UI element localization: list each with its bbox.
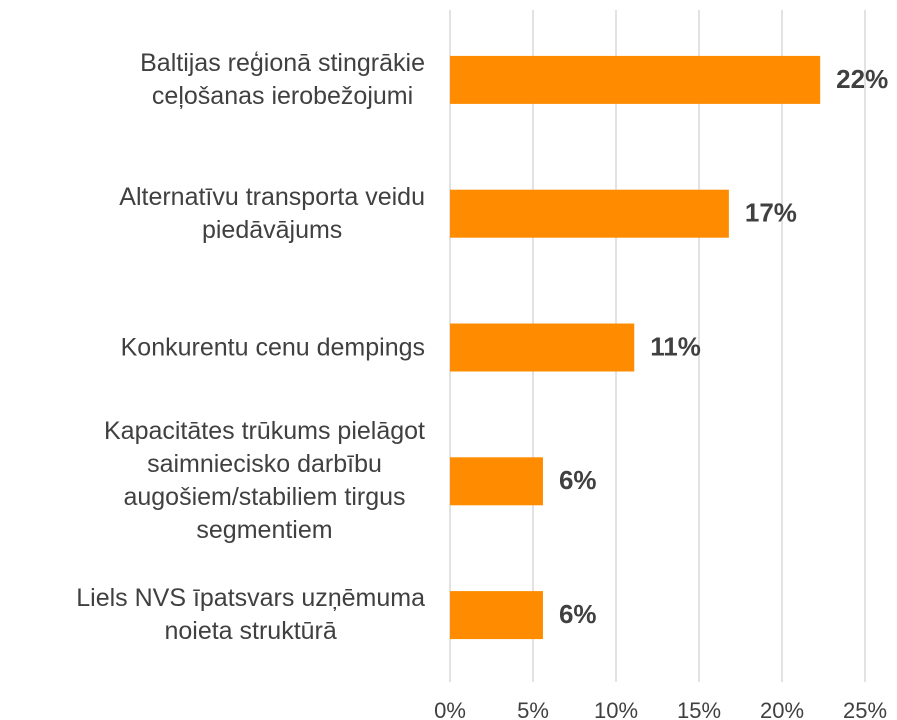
x-tick-label: 25% (843, 698, 887, 720)
category-line: Konkurentu cenu dempings (120, 333, 425, 361)
category-line: Alternatīvu transporta veidu (119, 182, 425, 211)
bar (450, 55, 821, 104)
category-line: noieta struktūrā (164, 617, 337, 646)
bar (450, 189, 729, 238)
bar (450, 591, 543, 640)
category-line: piedāvājums (201, 215, 343, 244)
bar (450, 457, 543, 506)
category-line: ceļošanas ierobežojumi (151, 81, 414, 110)
x-tick-label: 20% (760, 698, 804, 720)
category-label: Kapacitātes trūkums pielāgot saimniecisko… (104, 415, 425, 547)
category-line: Kapacitātes trūkums pielāgot (103, 417, 425, 446)
x-tick-label: 15% (677, 698, 721, 720)
value-label: 11% (650, 331, 701, 361)
value-label: 6% (559, 465, 597, 495)
category-line: augošiem/stabiliem tirgus (123, 483, 406, 512)
category-line: segmentiem (196, 516, 333, 545)
category-label: Alternatīvu transporta veidu piedāvājums (119, 181, 425, 247)
x-tick-label: 5% (517, 698, 549, 720)
value-label: 22% (836, 64, 888, 94)
category-line: Baltijas reģionā stingrākie (140, 48, 425, 77)
category-line: saimniecisko darbību (147, 450, 382, 479)
x-tick-label: 0% (434, 698, 466, 720)
bar (450, 323, 635, 372)
x-tick-label: 10% (594, 698, 638, 720)
category-line: Liels NVS īpatsvars uzņēmuma (76, 584, 425, 613)
value-label: 6% (559, 599, 597, 629)
category-label: Konkurentu cenu dempings (121, 331, 425, 364)
category-label: Liels NVS īpatsvars uzņēmuma noieta struk… (76, 582, 425, 648)
value-label: 17% (745, 198, 797, 228)
category-label: Baltijas reģionā stingrākie ceļošanas ier… (140, 47, 425, 113)
